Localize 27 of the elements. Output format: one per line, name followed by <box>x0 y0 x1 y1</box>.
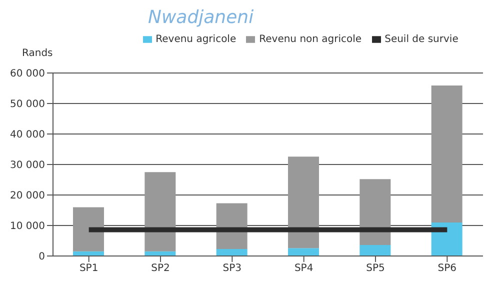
bar <box>360 245 391 256</box>
x-tick-label: SP4 <box>294 263 314 274</box>
x-tick-label: SP1 <box>79 263 98 274</box>
legend-label: Revenu non agricole <box>259 34 362 45</box>
chart-title: Nwadjaneni <box>148 7 254 28</box>
y-tick-label: 40 000 <box>10 130 45 141</box>
bar <box>288 248 319 256</box>
y-tick-label: 50 000 <box>10 99 45 110</box>
x-tick-label: SP6 <box>438 263 457 274</box>
bar <box>288 156 319 248</box>
bar <box>431 86 462 222</box>
bar <box>216 248 248 256</box>
x-tick-label: SP2 <box>151 263 170 274</box>
legend-label: Revenu agricole <box>156 34 236 45</box>
bar <box>144 172 176 252</box>
y-tick-label: 20 000 <box>10 190 45 202</box>
x-tick-label: SP5 <box>366 263 385 274</box>
y-tick-label: 0 <box>38 252 45 263</box>
x-tick-label: SP3 <box>222 263 242 274</box>
y-tick-label: 60 000 <box>10 68 45 80</box>
bar <box>431 222 462 256</box>
y-axis-title: Rands <box>22 48 53 59</box>
bar <box>73 207 104 252</box>
legend-label: Seuil de survie <box>384 34 458 45</box>
bar <box>360 179 391 246</box>
y-tick-label: 10 000 <box>10 221 45 232</box>
y-tick-label: 30 000 <box>10 160 45 172</box>
